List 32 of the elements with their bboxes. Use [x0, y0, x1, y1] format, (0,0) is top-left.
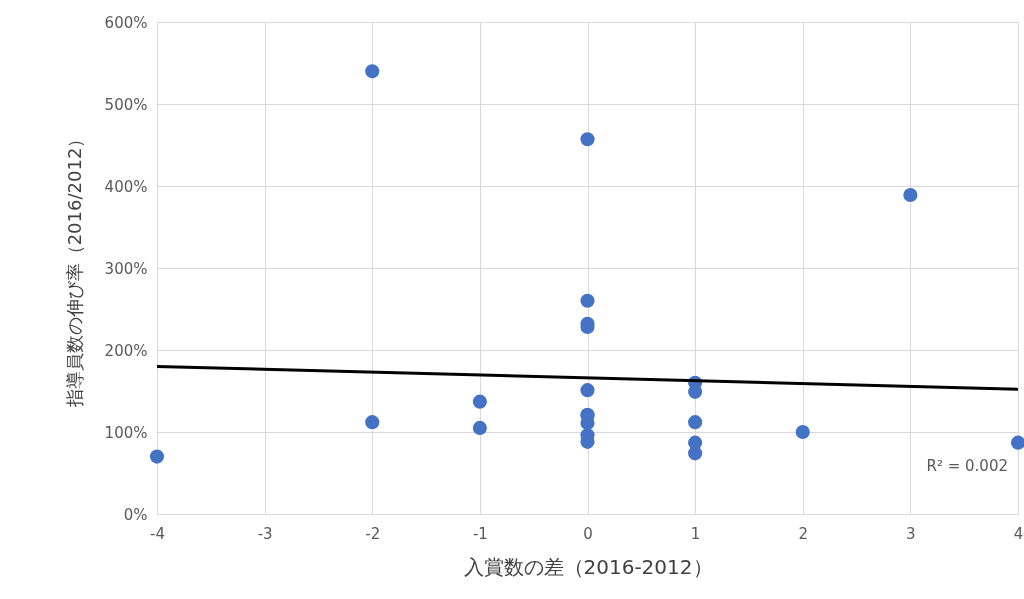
y-tick-label: 600% [104, 13, 148, 32]
annotation: R² = 0.002 [926, 457, 1008, 475]
x-tick-label: -2 [365, 524, 381, 543]
x-tick-label: -4 [150, 524, 165, 543]
point [903, 187, 918, 203]
x-axis-title: 入賞数の差（2016-2012） [463, 554, 713, 579]
x-tick-label: 3 [906, 524, 916, 543]
x-tick-label: 2 [798, 524, 809, 543]
point [365, 64, 380, 79]
x-tick-label: 0 [583, 524, 593, 543]
y-tick-label: 300% [104, 259, 148, 278]
point [1010, 435, 1024, 450]
point [795, 424, 810, 440]
y-tick-label: 400% [104, 177, 148, 196]
y-tick-label: 200% [104, 341, 148, 360]
x-tick-label: -1 [472, 524, 488, 543]
point [149, 449, 165, 464]
y-axis-title: 指導員数の伸び率（2016/2012） [63, 129, 85, 409]
x-tick-label: -3 [257, 524, 273, 543]
point [688, 446, 703, 461]
point [580, 293, 595, 308]
y-tick-label: 500% [104, 95, 148, 114]
point [580, 132, 595, 147]
x-tick-label: 4 [1013, 524, 1024, 543]
point [472, 420, 487, 435]
y-tick-label: 100% [104, 423, 148, 442]
y-tick-label: 0% [123, 505, 148, 524]
point [365, 415, 380, 430]
point [688, 415, 703, 430]
x-tick-label: 1 [690, 524, 701, 543]
point [580, 383, 595, 398]
point [472, 394, 487, 409]
